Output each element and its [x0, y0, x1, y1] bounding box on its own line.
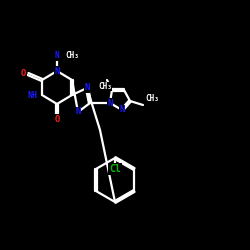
Text: Cl: Cl	[109, 164, 121, 174]
Text: O: O	[20, 70, 26, 78]
Text: N: N	[107, 98, 113, 108]
Text: CH₃: CH₃	[65, 52, 79, 60]
Text: CH₃: CH₃	[145, 94, 159, 103]
Text: N: N	[84, 84, 90, 92]
Text: N: N	[119, 106, 125, 114]
Text: CH₃: CH₃	[98, 82, 112, 91]
Text: N: N	[55, 52, 59, 60]
Text: N: N	[54, 66, 60, 76]
Text: O: O	[54, 114, 60, 124]
Text: NH: NH	[28, 90, 38, 100]
Text: N: N	[75, 108, 81, 116]
